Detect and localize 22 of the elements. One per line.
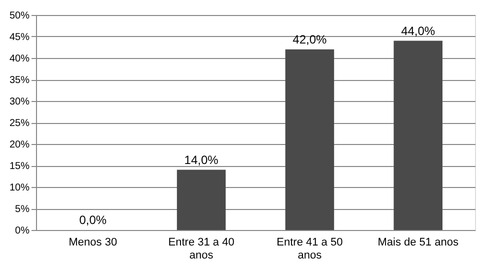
x-tick-label: Menos 30 — [68, 236, 118, 248]
bar — [285, 49, 334, 230]
y-tick-label: 5% — [15, 204, 30, 215]
y-tick-label: 30% — [9, 96, 30, 108]
x-tick-label: Entre 41 a 50 anos — [276, 236, 343, 262]
data-label: 0,0% — [79, 213, 107, 227]
x-tick-label: Mais de 51 anos — [378, 236, 459, 248]
data-label: 14,0% — [184, 152, 219, 167]
y-tick-label: 45% — [9, 32, 30, 43]
x-tick-label: Entre 31 a 40 anos — [168, 236, 234, 262]
data-label: 44,0% — [401, 24, 436, 38]
y-tick-label: 35% — [9, 75, 30, 86]
bar — [394, 40, 442, 230]
bar — [176, 170, 226, 230]
y-tick-label: 10% — [9, 182, 30, 194]
y-tick-label: 0% — [15, 226, 30, 236]
data-label: 42,0% — [292, 32, 328, 46]
y-tick-label: 25% — [9, 118, 30, 129]
y-tick-label: 50% — [9, 10, 30, 22]
y-tick-label: 20% — [9, 140, 30, 150]
y-tick-label: 40% — [9, 54, 30, 64]
y-tick-label: 15% — [9, 161, 30, 172]
